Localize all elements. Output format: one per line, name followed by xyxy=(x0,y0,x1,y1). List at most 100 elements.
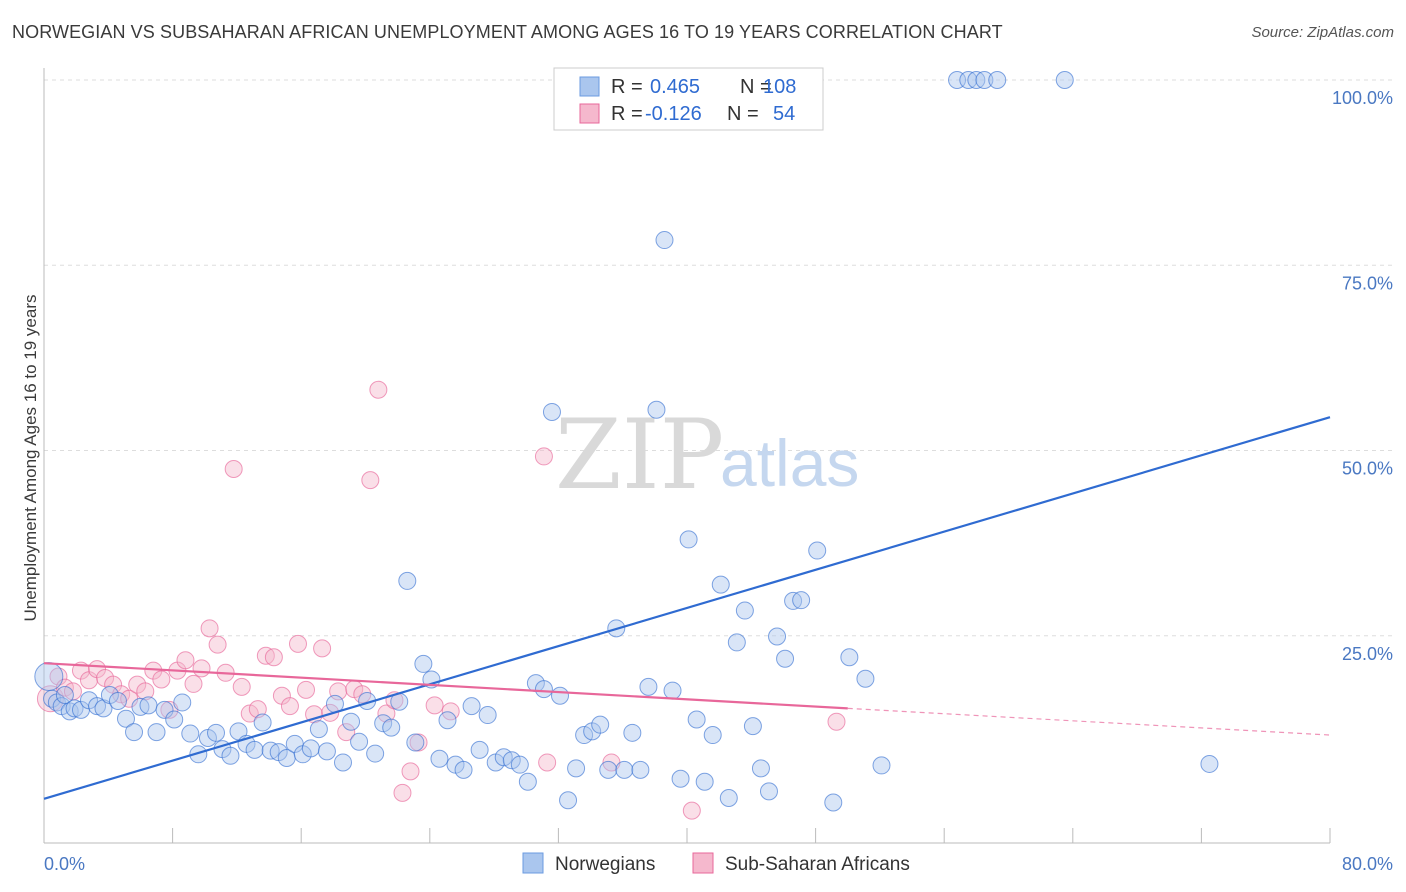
legend-n-label-1: N = xyxy=(740,76,772,98)
norwegian-point xyxy=(430,749,449,768)
subsaharan-point xyxy=(313,639,332,658)
legend-n-value-2: 54 xyxy=(773,103,795,125)
y-tick-label: 25.0% xyxy=(1342,644,1393,664)
norwegian-point xyxy=(65,699,84,718)
norwegian-point xyxy=(470,740,489,759)
axes xyxy=(43,68,1331,844)
subsaharan-point xyxy=(200,619,219,638)
norwegian-point xyxy=(438,711,457,730)
x-tick-label: 0.0% xyxy=(44,854,85,874)
bottom-legend-subsaharan: Sub-Saharan Africans xyxy=(725,854,910,875)
norwegian-point xyxy=(317,742,336,761)
subsaharan-point xyxy=(224,460,243,479)
norwegian-point xyxy=(623,723,642,742)
subsaharan-point xyxy=(682,801,701,820)
norwegian-point xyxy=(454,760,473,779)
norwegian-point xyxy=(125,723,144,742)
norwegian-point xyxy=(567,759,586,778)
norwegian-point xyxy=(671,769,690,788)
norwegian-point xyxy=(776,649,795,668)
norwegian-point xyxy=(207,723,226,742)
norwegian-point xyxy=(245,740,264,759)
subsaharan-point xyxy=(232,677,251,696)
subsaharan-point xyxy=(401,762,420,781)
norwegian-point xyxy=(1200,754,1219,773)
norwegian-point xyxy=(189,745,208,764)
bottom-legend-pink-swatch xyxy=(692,852,714,874)
subsaharan-point xyxy=(184,674,203,693)
norwegian-point xyxy=(382,718,401,737)
norwegian-point xyxy=(478,706,497,725)
y-axis-title: Unemployment Among Ages 16 to 19 years xyxy=(21,295,40,622)
norwegian-point xyxy=(735,601,754,620)
subsaharan-point xyxy=(152,670,171,689)
norwegian-point xyxy=(719,789,738,808)
subsaharan-point xyxy=(337,723,356,742)
norwegian-point xyxy=(743,717,762,736)
y-tick-label: 100.0% xyxy=(1332,88,1393,108)
legend-r-value-1: 0.465 xyxy=(650,76,700,98)
norwegian-point xyxy=(695,772,714,791)
norwegian-point xyxy=(542,402,561,421)
norwegian-point xyxy=(309,720,328,739)
norwegian-point xyxy=(1055,71,1074,89)
norwegian-point xyxy=(663,681,682,700)
norwegian-point xyxy=(229,722,248,741)
legend-pink-swatch xyxy=(579,103,600,124)
subsaharan-point xyxy=(297,680,316,699)
norwegian-point xyxy=(727,633,746,652)
norwegian-point xyxy=(615,760,634,779)
subsaharan-trend-line xyxy=(43,662,848,710)
legend-r-label-1: R = xyxy=(611,76,643,98)
norwegian-point xyxy=(518,772,537,791)
subsaharan-point xyxy=(393,783,412,802)
legend-r-label-2: R = xyxy=(611,103,643,125)
subsaharan-point xyxy=(176,651,195,670)
norwegian-point xyxy=(551,686,570,705)
norwegian-point xyxy=(840,648,859,667)
subsaharan-point xyxy=(827,712,846,731)
norwegian-point xyxy=(253,713,272,732)
norwegian-point xyxy=(55,686,74,705)
norwegian-point xyxy=(639,677,658,696)
norwegian-point xyxy=(768,627,787,646)
norwegian-point xyxy=(687,710,706,729)
norwegian-point xyxy=(165,710,184,729)
norwegian-point xyxy=(824,793,843,812)
norwegian-point xyxy=(631,760,650,779)
norwegian-point xyxy=(872,756,891,775)
subsaharan-point xyxy=(361,471,380,490)
y-tick-label: 50.0% xyxy=(1342,459,1393,479)
norwegian-point xyxy=(350,732,369,751)
norwegian-point xyxy=(301,739,320,758)
norwegian-point xyxy=(34,662,64,692)
subsaharan-point xyxy=(534,447,553,466)
norwegian-point xyxy=(108,691,127,710)
watermark-zip: ZIP xyxy=(555,399,724,511)
subsaharan-point xyxy=(280,697,299,716)
norwegian-point xyxy=(173,693,192,712)
norwegian-point xyxy=(366,744,385,763)
watermark-atlas: atlas xyxy=(720,426,859,500)
chart-title: NORWEGIAN VS SUBSAHARAN AFRICAN UNEMPLOY… xyxy=(12,22,1003,42)
subsaharan-point xyxy=(538,753,557,772)
norwegian-point xyxy=(679,530,698,549)
tick-labels: 25.0% 50.0% 75.0% 100.0% 0.0% 80.0% xyxy=(44,88,1393,874)
norwegian-point xyxy=(147,723,166,742)
legend-n-value-1: 108 xyxy=(763,76,796,98)
norwegian-point xyxy=(221,746,240,765)
norwegian-point xyxy=(856,669,875,688)
norwegian-point xyxy=(988,71,1007,89)
norwegian-trend-line xyxy=(43,416,1331,800)
y-tick-label: 75.0% xyxy=(1342,273,1393,293)
subsaharan-point xyxy=(240,704,259,723)
norwegian-point xyxy=(534,680,553,699)
norwegian-point xyxy=(559,791,578,810)
norwegian-point xyxy=(139,696,158,715)
norwegian-point xyxy=(647,400,666,419)
gridlines xyxy=(44,79,1393,637)
norwegian-point xyxy=(181,724,200,743)
subsaharan-trend-extension xyxy=(847,707,1331,736)
subsaharan-point xyxy=(305,705,324,724)
